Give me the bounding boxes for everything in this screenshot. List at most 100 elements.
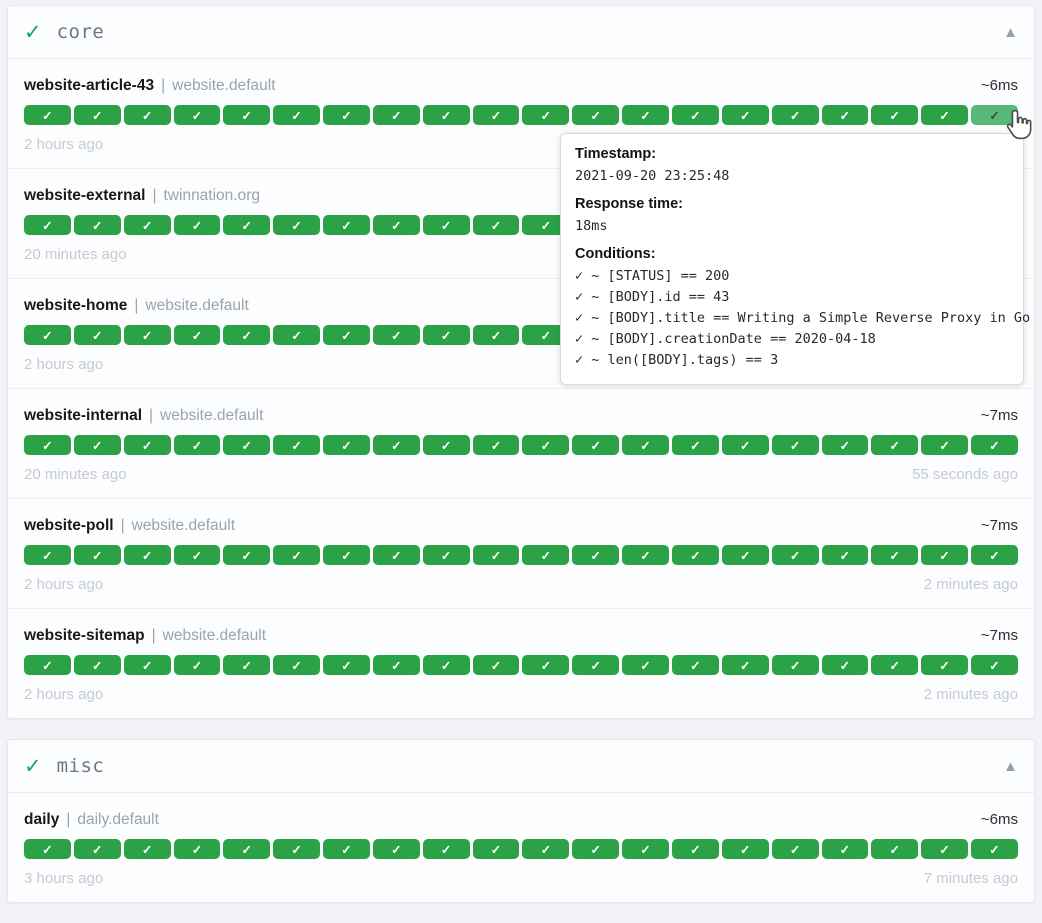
health-check-badge[interactable]: ✓ [223, 435, 271, 455]
health-check-badge[interactable]: ✓ [871, 839, 919, 859]
group-header[interactable]: ✓ core ▲ [8, 6, 1034, 59]
health-check-badge[interactable]: ✓ [73, 325, 121, 345]
health-check-badge[interactable]: ✓ [323, 839, 370, 859]
health-check-badge[interactable]: ✓ [323, 435, 370, 455]
health-check-badge[interactable]: ✓ [73, 545, 121, 565]
health-check-badge[interactable]: ✓ [971, 435, 1018, 455]
health-check-badge[interactable]: ✓ [323, 545, 370, 565]
health-check-badge[interactable]: ✓ [73, 655, 121, 675]
health-check-badge[interactable]: ✓ [522, 105, 570, 125]
health-check-badge[interactable]: ✓ [323, 215, 370, 235]
health-check-badge[interactable]: ✓ [422, 325, 470, 345]
health-check-badge[interactable]: ✓ [572, 655, 620, 675]
health-check-badge[interactable]: ✓ [771, 435, 819, 455]
health-check-badge[interactable]: ✓ [372, 325, 420, 345]
health-check-badge[interactable]: ✓ [422, 435, 470, 455]
health-check-badge[interactable]: ✓ [472, 545, 520, 565]
health-check-badge[interactable]: ✓ [721, 105, 769, 125]
health-check-badge[interactable]: ✓ [422, 105, 470, 125]
health-check-badge[interactable]: ✓ [472, 325, 520, 345]
health-check-badge[interactable]: ✓ [273, 655, 321, 675]
health-check-badge[interactable]: ✓ [223, 325, 271, 345]
health-check-badge[interactable]: ✓ [123, 105, 171, 125]
health-check-badge[interactable]: ✓ [422, 215, 470, 235]
health-check-badge[interactable]: ✓ [971, 839, 1018, 859]
health-check-badge[interactable]: ✓ [472, 839, 520, 859]
health-check-badge[interactable]: ✓ [273, 215, 321, 235]
health-check-badge[interactable]: ✓ [771, 545, 819, 565]
health-check-badge[interactable]: ✓ [123, 435, 171, 455]
health-check-badge[interactable]: ✓ [273, 435, 321, 455]
health-check-badge[interactable]: ✓ [273, 105, 321, 125]
health-check-badge[interactable]: ✓ [24, 325, 71, 345]
health-check-badge[interactable]: ✓ [223, 545, 271, 565]
health-check-badge[interactable]: ✓ [921, 839, 969, 859]
health-check-badge[interactable]: ✓ [24, 655, 71, 675]
health-check-badge[interactable]: ✓ [24, 215, 71, 235]
health-check-badge[interactable]: ✓ [522, 839, 570, 859]
health-check-badge[interactable]: ✓ [622, 839, 669, 859]
health-check-badge[interactable]: ✓ [921, 105, 969, 125]
health-check-badge[interactable]: ✓ [422, 839, 470, 859]
health-check-badge[interactable]: ✓ [323, 105, 370, 125]
health-check-badge[interactable]: ✓ [771, 105, 819, 125]
health-check-badge[interactable]: ✓ [821, 105, 869, 125]
health-check-badge[interactable]: ✓ [522, 655, 570, 675]
health-check-badge[interactable]: ✓ [73, 105, 121, 125]
health-check-badge[interactable]: ✓ [671, 839, 719, 859]
health-check-badge[interactable]: ✓ [372, 105, 420, 125]
health-check-badge[interactable]: ✓ [572, 435, 620, 455]
health-check-badge[interactable]: ✓ [123, 655, 171, 675]
health-check-badge[interactable]: ✓ [24, 105, 71, 125]
health-check-badge[interactable]: ✓ [372, 435, 420, 455]
health-check-badge[interactable]: ✓ [24, 545, 71, 565]
health-check-badge[interactable]: ✓ [422, 545, 470, 565]
collapse-arrow-icon[interactable]: ▲ [1003, 24, 1018, 41]
collapse-arrow-icon[interactable]: ▲ [1003, 758, 1018, 775]
health-check-badge[interactable]: ✓ [622, 105, 669, 125]
health-check-badge[interactable]: ✓ [771, 839, 819, 859]
health-check-badge[interactable]: ✓ [323, 325, 370, 345]
health-check-badge[interactable]: ✓ [173, 105, 221, 125]
health-check-badge[interactable]: ✓ [821, 545, 869, 565]
health-check-badge[interactable]: ✓ [871, 435, 919, 455]
health-check-badge[interactable]: ✓ [422, 655, 470, 675]
health-check-badge[interactable]: ✓ [721, 655, 769, 675]
health-check-badge[interactable]: ✓ [372, 655, 420, 675]
health-check-badge[interactable]: ✓ [821, 839, 869, 859]
health-check-badge[interactable]: ✓ [323, 655, 370, 675]
health-check-badge[interactable]: ✓ [871, 105, 919, 125]
health-check-badge[interactable]: ✓ [472, 435, 520, 455]
health-check-badge[interactable]: ✓ [372, 215, 420, 235]
health-check-badge[interactable]: ✓ [572, 839, 620, 859]
health-check-badge[interactable]: ✓ [372, 545, 420, 565]
health-check-badge[interactable]: ✓ [173, 435, 221, 455]
group-header[interactable]: ✓ misc ▲ [8, 740, 1034, 793]
health-check-badge[interactable]: ✓ [173, 215, 221, 235]
health-check-badge[interactable]: ✓ [273, 839, 321, 859]
health-check-badge[interactable]: ✓ [921, 435, 969, 455]
health-check-badge[interactable]: ✓ [123, 839, 171, 859]
health-check-badge[interactable]: ✓ [971, 545, 1018, 565]
health-check-badge[interactable]: ✓ [273, 545, 321, 565]
health-check-badge[interactable]: ✓ [173, 839, 221, 859]
health-check-badge[interactable]: ✓ [223, 215, 271, 235]
health-check-badge[interactable]: ✓ [522, 215, 570, 235]
health-check-badge[interactable]: ✓ [821, 435, 869, 455]
health-check-badge[interactable]: ✓ [622, 655, 669, 675]
health-check-badge[interactable]: ✓ [572, 545, 620, 565]
health-check-badge[interactable]: ✓ [771, 655, 819, 675]
health-check-badge[interactable]: ✓ [73, 215, 121, 235]
health-check-badge[interactable]: ✓ [223, 655, 271, 675]
health-check-badge[interactable]: ✓ [971, 655, 1018, 675]
health-check-badge[interactable]: ✓ [522, 435, 570, 455]
health-check-badge[interactable]: ✓ [123, 545, 171, 565]
health-check-badge[interactable]: ✓ [24, 839, 71, 859]
health-check-badge[interactable]: ✓ [522, 545, 570, 565]
health-check-badge[interactable]: ✓ [123, 215, 171, 235]
health-check-badge[interactable]: ✓ [173, 325, 221, 345]
health-check-badge[interactable]: ✓ [721, 435, 769, 455]
health-check-badge[interactable]: ✓ [372, 839, 420, 859]
health-check-badge[interactable]: ✓ [472, 215, 520, 235]
health-check-badge[interactable]: ✓ [871, 655, 919, 675]
